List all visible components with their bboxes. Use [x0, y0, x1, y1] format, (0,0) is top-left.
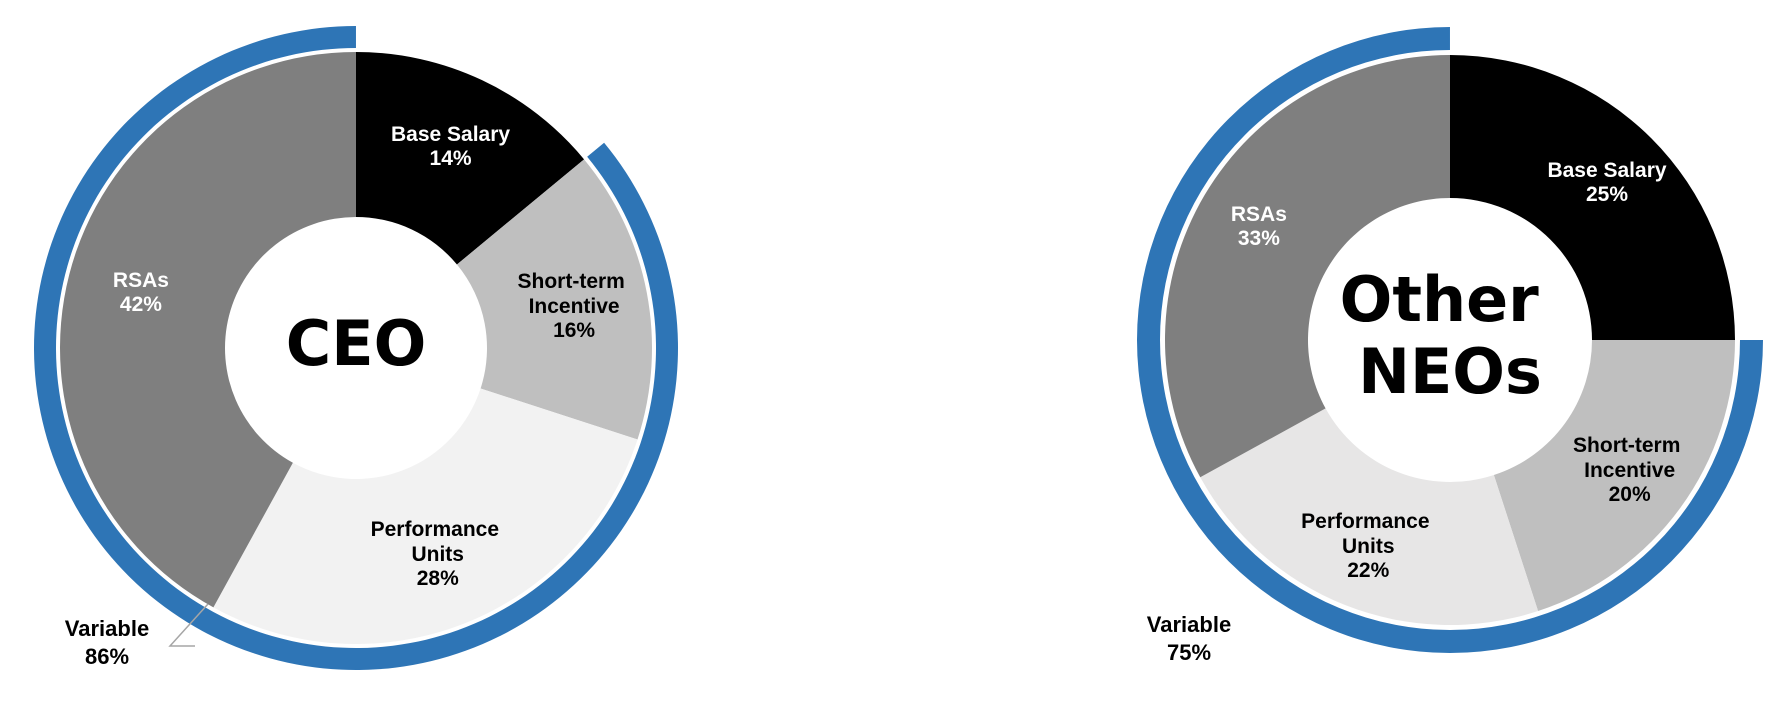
slice-value: 42%: [120, 293, 162, 316]
leader-line: [168, 603, 209, 647]
slice: [213, 388, 638, 644]
slice-name: RSAs: [113, 268, 169, 291]
slice-name: Base Salary: [391, 123, 510, 146]
slice-value: 28%: [417, 567, 459, 590]
slice: [1200, 408, 1539, 625]
slice-name: Base Salary: [1547, 159, 1666, 182]
slice-name: Performance Units: [371, 517, 505, 565]
slice-value: 33%: [1238, 227, 1280, 250]
slice-value: 14%: [430, 147, 472, 170]
center-label: CEO: [286, 307, 427, 380]
slice-value: 22%: [1347, 559, 1389, 582]
slice-value: 16%: [553, 319, 595, 342]
slice-name: Short-term Incentive: [518, 269, 631, 317]
slice: [1164, 55, 1450, 478]
center-label: Other NEOs: [1340, 263, 1561, 408]
slice-name: Performance Units: [1301, 509, 1435, 557]
variable-name: Variable: [65, 616, 149, 641]
slice-value: 20%: [1609, 483, 1651, 506]
slice-name: Short-term Incentive: [1573, 434, 1686, 482]
variable-name: Variable: [1147, 612, 1231, 637]
slice: [1493, 340, 1735, 612]
variable-value: 86%: [85, 644, 129, 669]
slice-name: RSAs: [1231, 203, 1287, 226]
slice: [1450, 55, 1735, 340]
slice: [59, 52, 357, 608]
slice-value: 25%: [1586, 183, 1628, 206]
variable-value: 75%: [1167, 640, 1211, 665]
slice: [356, 52, 585, 265]
slice: [456, 159, 653, 440]
